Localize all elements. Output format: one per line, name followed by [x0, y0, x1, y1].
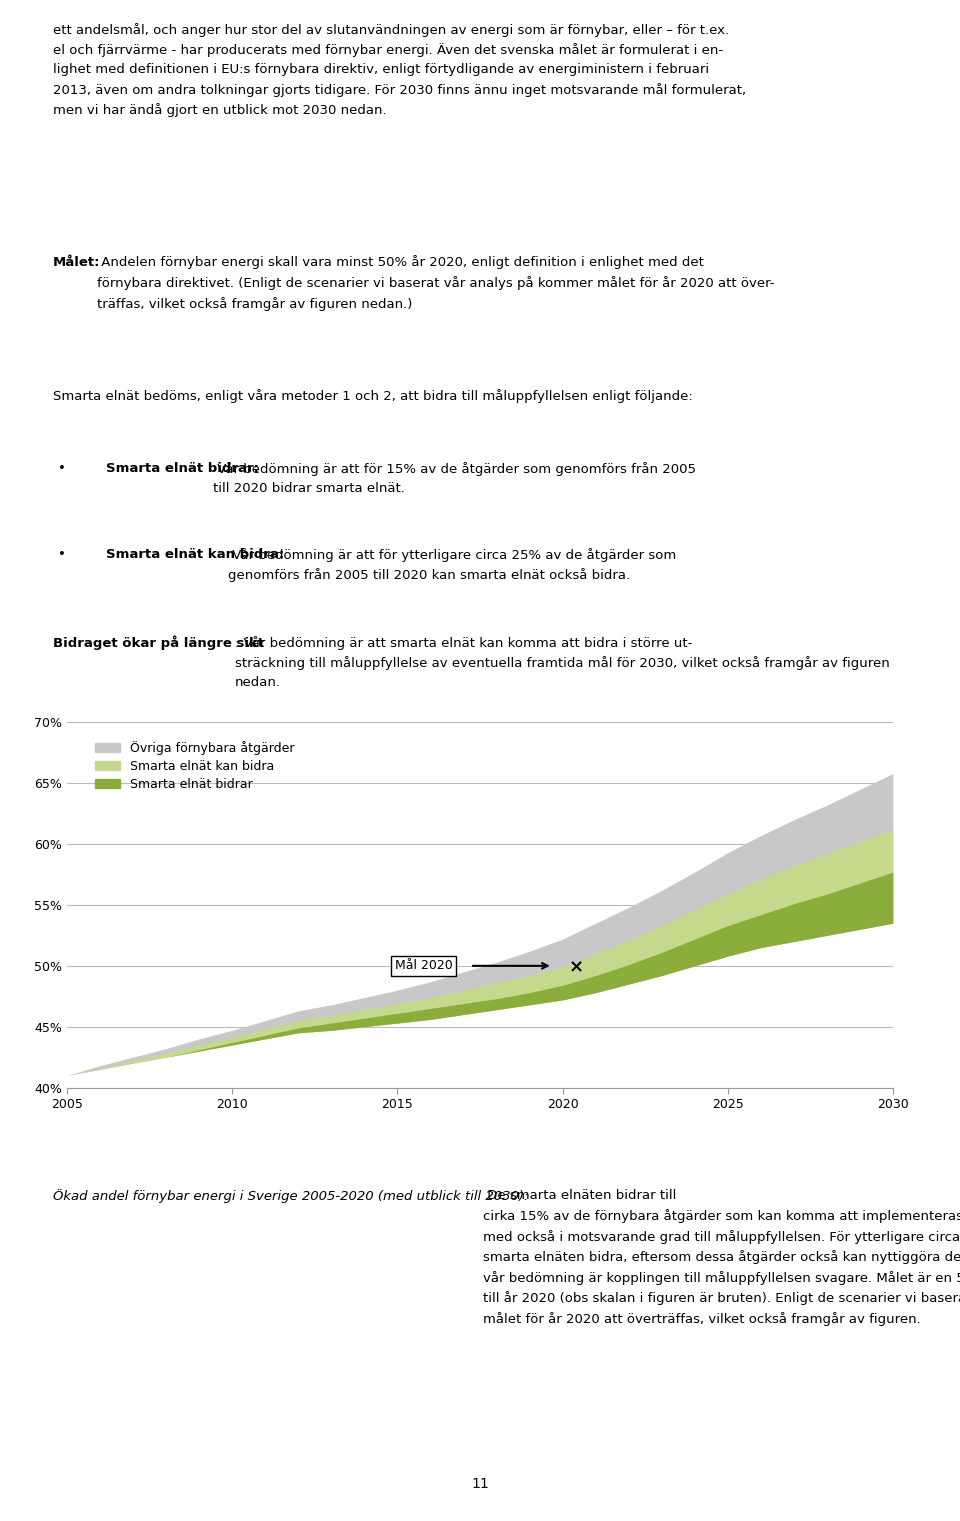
- Text: Smarta elnät kan bidra:: Smarta elnät kan bidra:: [106, 548, 284, 561]
- Text: Vår bedömning är att för 15% av de åtgärder som genomförs från 2005
till 2020 bi: Vår bedömning är att för 15% av de åtgär…: [213, 462, 696, 496]
- Text: Andelen förnybar energi skall vara minst 50% år 2020, enligt definition i enligh: Andelen förnybar energi skall vara minst…: [97, 256, 775, 310]
- Text: Ökad andel förnybar energi i Sverige 2005-2020 (med utblick till 2030):: Ökad andel förnybar energi i Sverige 200…: [53, 1189, 528, 1203]
- Text: : Vår bedömning är att smarta elnät kan komma att bidra i större ut-
sträckning : : Vår bedömning är att smarta elnät kan …: [235, 636, 890, 689]
- Text: ett andelsmål, och anger hur stor del av slutanvändningen av energi som är förny: ett andelsmål, och anger hur stor del av…: [53, 23, 746, 117]
- Text: ×: ×: [569, 958, 585, 976]
- Text: Mål 2020: Mål 2020: [395, 960, 453, 972]
- Text: •: •: [58, 548, 65, 561]
- Text: Vår bedömning är att för ytterligare circa 25% av de åtgärder som
genomförs från: Vår bedömning är att för ytterligare cir…: [228, 548, 676, 583]
- Text: Bidraget ökar på längre sikt: Bidraget ökar på längre sikt: [53, 636, 264, 651]
- Text: Smarta elnät bidrar:: Smarta elnät bidrar:: [106, 462, 258, 476]
- Text: •: •: [58, 462, 65, 476]
- Text: Smarta elnät bedöms, enligt våra metoder 1 och 2, att bidra till måluppfyllelsen: Smarta elnät bedöms, enligt våra metoder…: [53, 389, 692, 403]
- Text: Målet:: Målet:: [53, 256, 100, 269]
- Legend: Övriga förnybara åtgärder, Smarta elnät kan bidra, Smarta elnät bidrar: Övriga förnybara åtgärder, Smarta elnät …: [90, 736, 300, 795]
- Text: De smarta elnäten bidrar till
cirka 15% av de förnybara åtgärder som kan komma a: De smarta elnäten bidrar till cirka 15% …: [483, 1189, 960, 1326]
- Text: 11: 11: [471, 1477, 489, 1491]
